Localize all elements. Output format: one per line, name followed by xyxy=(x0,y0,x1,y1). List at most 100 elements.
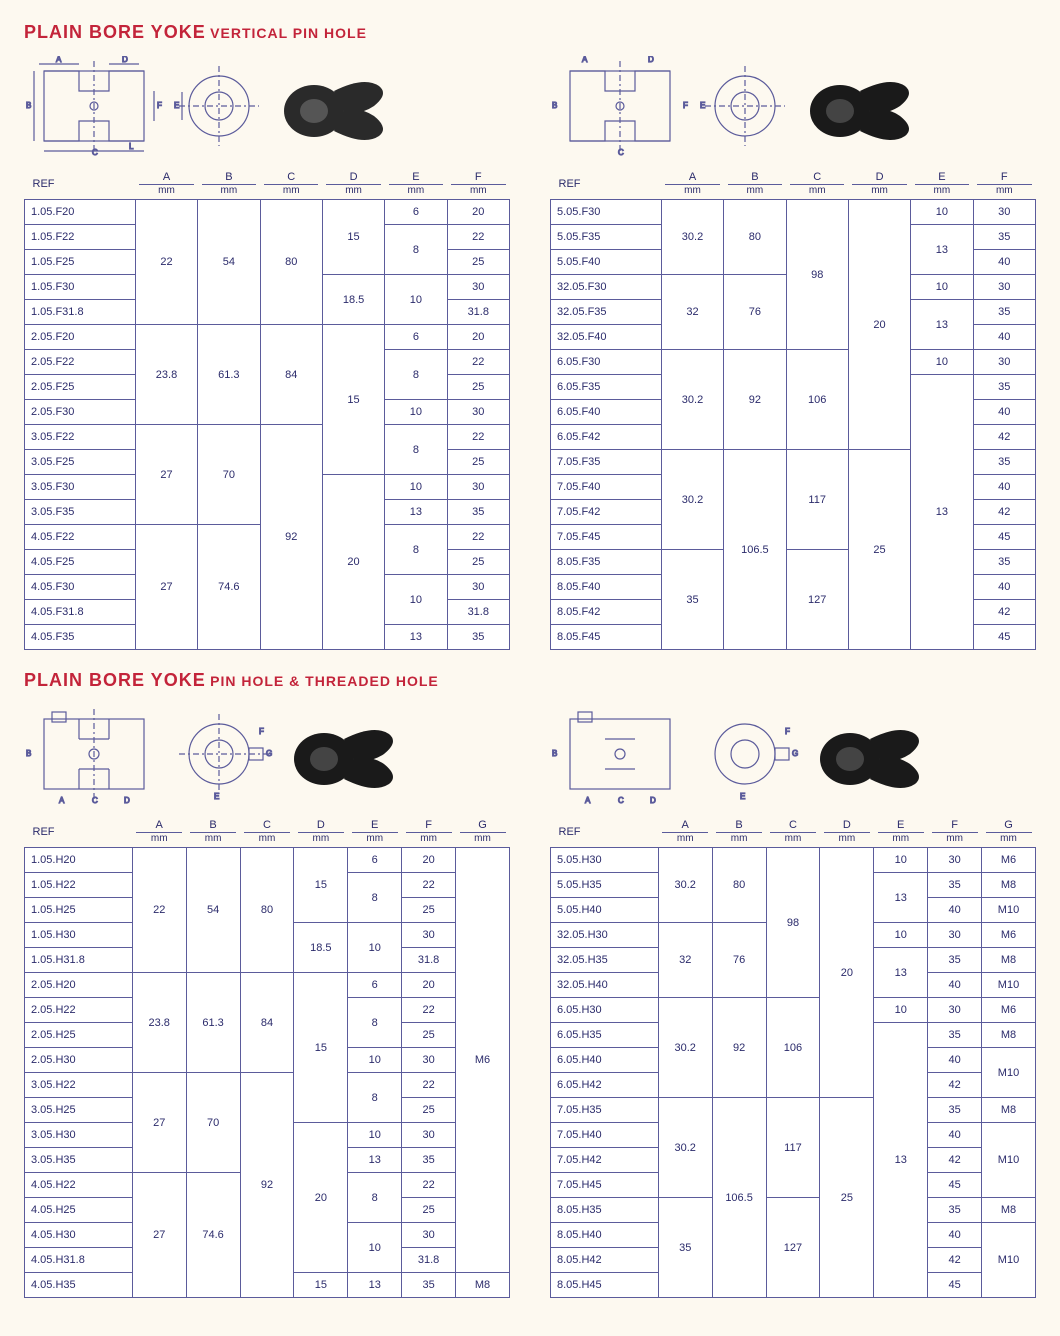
yoke-photo-icon xyxy=(274,56,394,156)
data-cell: 25 xyxy=(402,1023,456,1048)
column-header: Fmm xyxy=(447,169,509,200)
ref-cell: 6.05.H42 xyxy=(551,1073,659,1098)
section2-left-col: B A C D E F G xyxy=(24,699,510,1298)
section1-title-main: PLAIN BORE YOKE xyxy=(24,22,206,42)
table-row: 1.05.H2022548015620M6 xyxy=(25,848,510,873)
ref-cell: 2.05.F25 xyxy=(25,375,136,400)
column-header: REF xyxy=(25,817,133,848)
section1-right-table: REFAmmBmmCmmDmmEmmFmm5.05.F3030.28098201… xyxy=(550,169,1036,650)
data-cell: 20 xyxy=(322,475,384,650)
data-cell: M6 xyxy=(982,998,1036,1023)
ref-cell: 1.05.H31.8 xyxy=(25,948,133,973)
data-cell: 8 xyxy=(348,1173,402,1223)
data-cell: 30 xyxy=(928,848,982,873)
svg-text:E: E xyxy=(740,792,745,801)
ref-cell: 3.05.H22 xyxy=(25,1073,133,1098)
column-header: Dmm xyxy=(322,169,384,200)
data-cell: 20 xyxy=(402,848,456,873)
ref-cell: 5.05.F40 xyxy=(551,250,662,275)
ref-cell: 8.05.H42 xyxy=(551,1248,659,1273)
data-cell: 92 xyxy=(260,425,322,650)
ref-cell: 2.05.H25 xyxy=(25,1023,133,1048)
data-cell: 42 xyxy=(928,1073,982,1098)
data-cell: 40 xyxy=(973,250,1035,275)
ref-cell: 7.05.F35 xyxy=(551,450,662,475)
svg-text:F: F xyxy=(683,101,688,110)
column-header: Fmm xyxy=(973,169,1035,200)
section2-right-table: REFAmmBmmCmmDmmEmmFmmGmm5.05.H3030.28098… xyxy=(550,817,1036,1298)
svg-text:C: C xyxy=(92,796,98,804)
data-cell: 31.8 xyxy=(447,600,509,625)
ref-cell: 1.05.F31.8 xyxy=(25,300,136,325)
data-cell: 22 xyxy=(132,848,186,973)
data-cell: 23.8 xyxy=(135,325,197,425)
section2-left-table: REFAmmBmmCmmDmmEmmFmmGmm1.05.H2022548015… xyxy=(24,817,510,1298)
data-cell: 35 xyxy=(402,1273,456,1298)
data-cell: 30 xyxy=(973,350,1035,375)
section1-right-diagrams: A D B F C E xyxy=(550,51,1036,161)
section1-left-table: REFAmmBmmCmmDmmEmmFmm1.05.F2022548015620… xyxy=(24,169,510,650)
data-cell: 30 xyxy=(973,200,1035,225)
data-cell: M10 xyxy=(982,973,1036,998)
data-cell: 25 xyxy=(848,450,910,650)
ref-cell: 8.05.F35 xyxy=(551,550,662,575)
data-cell: 35 xyxy=(973,450,1035,475)
ref-cell: 4.05.H30 xyxy=(25,1223,133,1248)
svg-text:G: G xyxy=(792,749,798,758)
section2-right-col: B A C D E F G xyxy=(550,699,1036,1298)
ref-cell: 1.05.F30 xyxy=(25,275,136,300)
data-cell: 6 xyxy=(385,200,447,225)
data-cell: 35 xyxy=(973,550,1035,575)
table-row: 1.05.F2022548015620 xyxy=(25,200,510,225)
column-header: Dmm xyxy=(848,169,910,200)
table-row: 3.05.H22277092822 xyxy=(25,1073,510,1098)
data-cell: M6 xyxy=(982,923,1036,948)
data-cell: 25 xyxy=(447,550,509,575)
data-cell: 31.8 xyxy=(402,1248,456,1273)
data-cell: M8 xyxy=(982,873,1036,898)
column-header: Bmm xyxy=(186,817,240,848)
data-cell: 8 xyxy=(348,998,402,1048)
data-cell: 22 xyxy=(135,200,197,325)
yoke-front-diagram: B A C D xyxy=(24,704,164,804)
data-cell: 30 xyxy=(973,275,1035,300)
column-header: Bmm xyxy=(724,169,786,200)
data-cell: 54 xyxy=(198,200,260,325)
ref-cell: 6.05.F42 xyxy=(551,425,662,450)
section2-title: PLAIN BORE YOKE PIN HOLE & THREADED HOLE xyxy=(24,670,1036,691)
data-cell: 8 xyxy=(385,225,447,275)
data-cell: 8 xyxy=(385,350,447,400)
data-cell: 10 xyxy=(348,1123,402,1148)
ref-cell: 7.05.F45 xyxy=(551,525,662,550)
data-cell: 31.8 xyxy=(447,300,509,325)
data-cell: 40 xyxy=(928,1048,982,1073)
data-cell: 30.2 xyxy=(661,350,723,450)
section2-title-main: PLAIN BORE YOKE xyxy=(24,670,206,690)
data-cell: M10 xyxy=(982,1123,1036,1198)
yoke-front-diagram: A D B F C xyxy=(550,56,690,156)
data-cell: 18.5 xyxy=(294,923,348,973)
section2-row: B A C D E F G xyxy=(24,699,1036,1298)
table-row: 8.05.H353512735M8 xyxy=(551,1198,1036,1223)
svg-text:A: A xyxy=(59,796,65,804)
data-cell: 117 xyxy=(786,450,848,550)
svg-text:L: L xyxy=(129,142,134,151)
table-row: 5.05.H3030.28098201030M6 xyxy=(551,848,1036,873)
ref-cell: 5.05.H30 xyxy=(551,848,659,873)
column-header: Emm xyxy=(348,817,402,848)
table-row: 3.05.F22277092822 xyxy=(25,425,510,450)
ref-cell: 32.05.H35 xyxy=(551,948,659,973)
ref-cell: 2.05.H20 xyxy=(25,973,133,998)
data-cell: 20 xyxy=(447,200,509,225)
ref-cell: 6.05.F30 xyxy=(551,350,662,375)
data-cell: M8 xyxy=(982,1098,1036,1123)
data-cell: 70 xyxy=(198,425,260,525)
data-cell: 40 xyxy=(973,575,1035,600)
data-cell: 10 xyxy=(911,350,973,375)
data-cell: 22 xyxy=(447,525,509,550)
ref-cell: 5.05.F35 xyxy=(551,225,662,250)
ref-cell: 1.05.H30 xyxy=(25,923,133,948)
svg-text:B: B xyxy=(26,101,31,110)
ref-cell: 8.05.H40 xyxy=(551,1223,659,1248)
svg-text:D: D xyxy=(650,796,656,804)
